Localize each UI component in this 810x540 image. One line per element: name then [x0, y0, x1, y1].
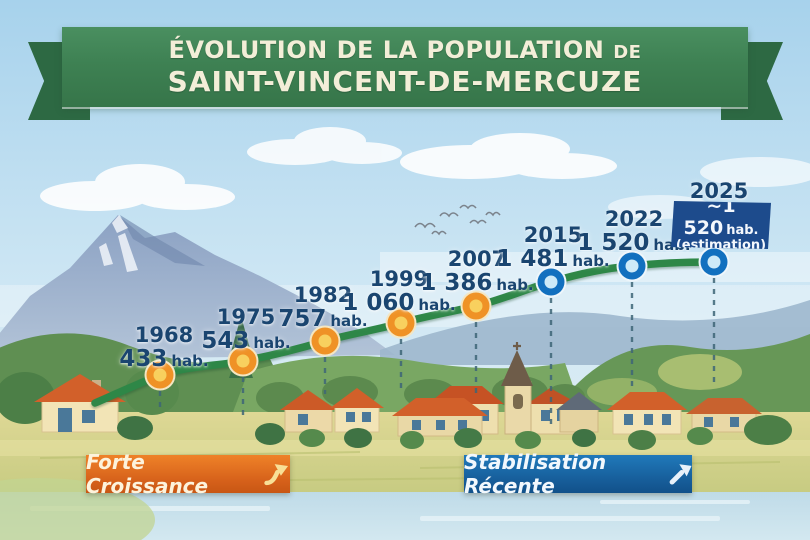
- badge-stabilisation-recente: Stabilisation Récente: [444, 450, 712, 498]
- village-houses: [280, 342, 762, 437]
- grass-bank: [0, 478, 155, 540]
- data-label-1968: 1968 433 hab.: [119, 323, 209, 372]
- data-label-1999: 1999 1 060 hab.: [342, 267, 456, 316]
- birds: [414, 204, 501, 236]
- data-label-2007: 2007 1 386 hab.: [420, 247, 534, 296]
- badge-forte-croissance-label: Forte Croissance: [86, 450, 209, 498]
- data-label-2015: 2015 1 481 hab.: [496, 223, 610, 272]
- bushes: [255, 415, 792, 450]
- title-line-2: SAINT-VINCENT-DE-MERCUZE: [167, 64, 643, 98]
- badge-forte-croissance: Forte Croissance: [66, 450, 310, 498]
- estimation-box-2025: ~1 520 hab. (estimation): [671, 201, 771, 249]
- title-line-1: ÉVOLUTION DE LA POPULATION DE: [168, 36, 642, 65]
- growth-markers: [144, 290, 492, 391]
- badge-stabilisation-recente-label: Stabilisation Récente: [464, 450, 607, 498]
- data-label-1982: 1982 757 hab.: [278, 283, 368, 332]
- growth-arrow-icon: [264, 464, 289, 486]
- data-label-2025-year: 2025: [689, 179, 749, 203]
- title-banner: ÉVOLUTION DE LA POPULATION DE SAINT-VINC…: [62, 27, 748, 107]
- marker-droplines: [158, 278, 716, 428]
- recent-markers: [535, 246, 730, 298]
- stabilisation-arrow-icon: [669, 464, 692, 485]
- data-label-1975: 1975 543 hab.: [201, 305, 291, 354]
